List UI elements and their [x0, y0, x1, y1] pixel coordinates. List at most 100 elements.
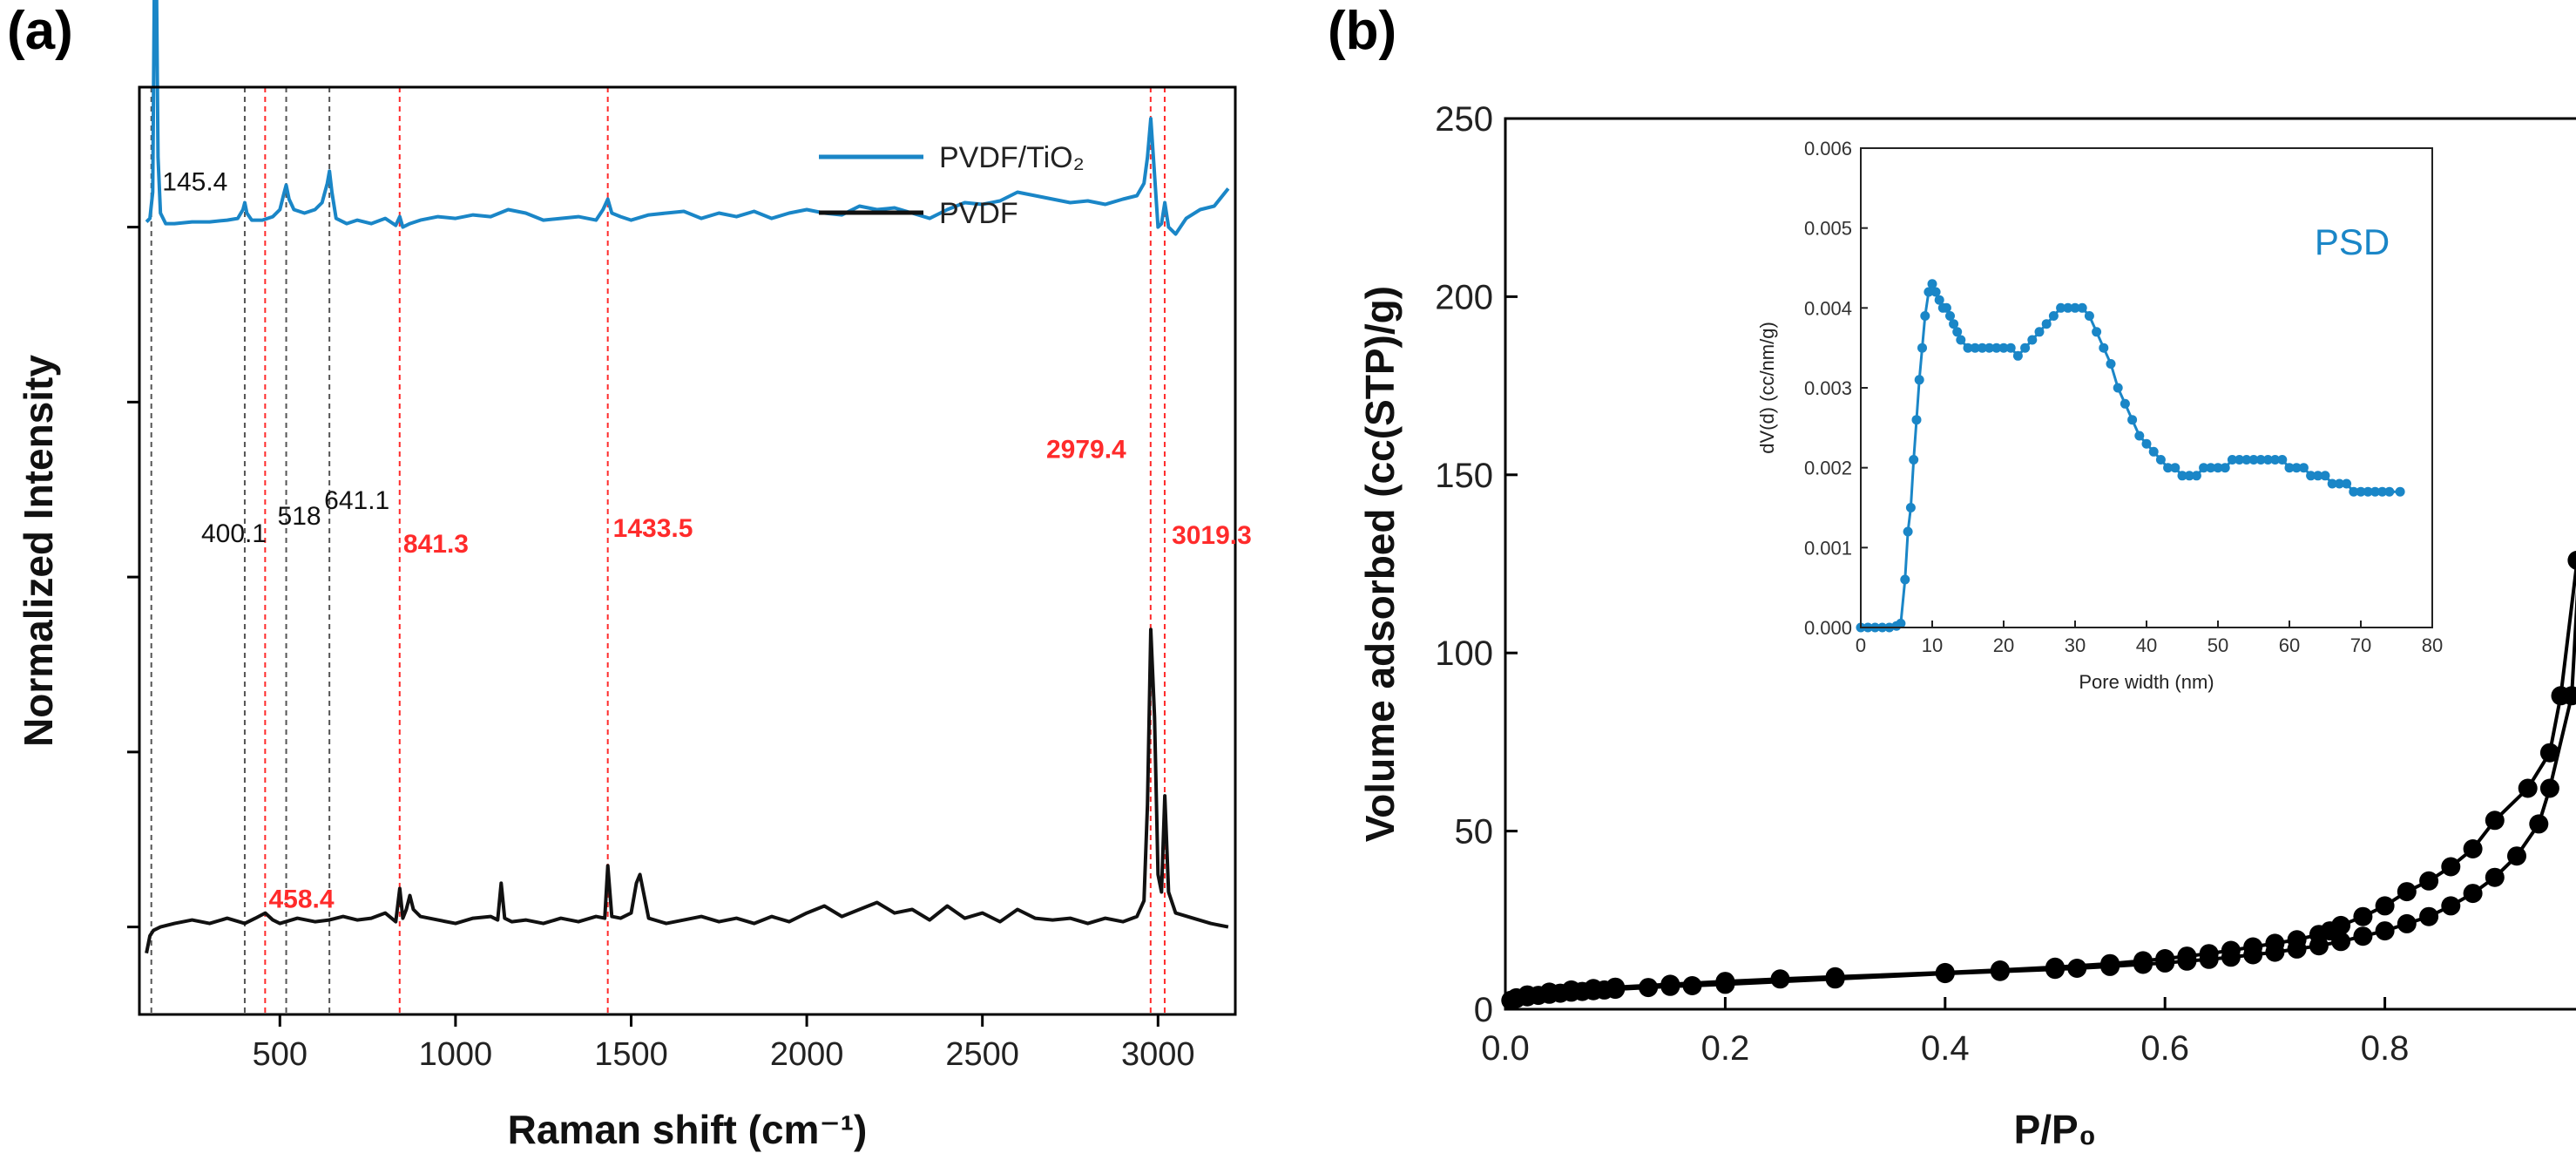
isotherm-adsorption-point — [2353, 926, 2373, 946]
psd-point — [1914, 375, 1924, 385]
isotherm-desorption-point — [1506, 987, 1526, 1007]
psd-point — [2298, 463, 2309, 473]
psd-point — [2020, 343, 2031, 353]
isotherm-desorption-point — [2155, 949, 2175, 968]
isotherm-desorption-point — [2485, 811, 2505, 831]
peak-annotation: 2979.4 — [1046, 436, 1126, 465]
psd-point — [2199, 463, 2209, 473]
isotherm-desorption-point — [1539, 982, 1559, 1002]
psd-y-tick-label: 0.000 — [1804, 617, 1852, 639]
psd-x-tick-label: 60 — [2279, 634, 2300, 656]
psd-y-tick-label: 0.004 — [1804, 297, 1852, 319]
psd-point — [2113, 383, 2123, 393]
psd-point — [1977, 343, 1987, 353]
psd-point — [1917, 343, 1927, 353]
isotherm-desorption-point — [2539, 743, 2559, 763]
psd-x-tick-label: 40 — [2136, 634, 2157, 656]
psd-point — [2248, 455, 2259, 465]
psd-point — [2184, 471, 2194, 481]
psd-point — [1945, 311, 1955, 321]
raman-x-tick-label: 500 — [253, 1036, 308, 1073]
isotherm-desorption-point — [2419, 871, 2439, 891]
psd-point — [2370, 486, 2380, 497]
psd-point — [1991, 343, 2002, 353]
psd-point — [1911, 415, 1922, 425]
psd-point — [1896, 618, 1906, 628]
isotherm-adsorption-point — [2419, 906, 2439, 926]
psd-point — [2120, 398, 2130, 409]
isotherm-desorption-point — [1584, 979, 1603, 999]
isotherm-desorption-point — [2551, 686, 2571, 706]
isotherm-y-tick-label: 50 — [1455, 813, 1494, 851]
raman-x-tick-label: 2500 — [945, 1036, 1019, 1073]
psd-point — [2141, 438, 2152, 449]
psd-point — [1952, 327, 1963, 337]
psd-point — [2213, 463, 2223, 473]
isotherm-x-axis-label: P/P₀ — [2014, 1107, 2097, 1152]
psd-point — [2005, 343, 2016, 353]
psd-y-axis-label: dV(d) (cc/nm/g) — [1756, 322, 1778, 454]
psd-point — [2034, 327, 2045, 337]
isotherm-x-tick-label: 0.6 — [2140, 1029, 2189, 1068]
raman-chart: 500 1000 1500 2000 2500 3000 145.4 400.1 518641.… — [16, 0, 1252, 1152]
peak-annotation: 518 — [278, 502, 321, 531]
isotherm-desorption-point — [2287, 930, 2307, 950]
raman-x-tick-label: 3000 — [1121, 1036, 1195, 1073]
isotherm-desorption-point — [2518, 778, 2538, 798]
psd-point — [2077, 302, 2087, 313]
raman-plot-frame — [138, 85, 1237, 1016]
peak-annotation: 458.4 — [269, 885, 335, 914]
psd-point — [2334, 478, 2344, 489]
isotherm-desorption-point — [2100, 953, 2120, 973]
isotherm-adsorption-point — [2067, 959, 2087, 978]
psd-point — [2363, 486, 2373, 497]
psd-point — [2377, 486, 2388, 497]
psd-point — [2063, 302, 2073, 313]
psd-point — [1903, 526, 1913, 537]
isotherm-x-tick-label: 0.8 — [2361, 1029, 2410, 1068]
psd-point — [1905, 503, 1916, 512]
psd-point — [1956, 335, 1966, 345]
psd-point — [2191, 471, 2201, 481]
isotherm-y-tick-label: 150 — [1435, 457, 1493, 495]
psd-point — [2235, 455, 2245, 465]
peak-annotation: 400.1 — [201, 519, 267, 548]
raman-x-tick-label: 1500 — [594, 1036, 668, 1073]
psd-point — [2127, 415, 2138, 425]
psd-point — [2342, 478, 2352, 489]
isotherm-desorption-point — [2177, 946, 2197, 967]
psd-point — [1934, 295, 1944, 305]
psd-point — [2291, 463, 2302, 473]
isotherm-adsorption-point — [2539, 778, 2559, 798]
isotherm-desorption-point — [2045, 957, 2065, 977]
isotherm-chart: 0.00.20.40.60.81.0050100150200250 P/P₀ V… — [1357, 100, 2576, 1152]
psd-title: PSD — [2315, 221, 2390, 262]
isotherm-desorption-point — [1715, 972, 1735, 992]
psd-point — [2262, 455, 2273, 465]
isotherm-y-tick-label: 250 — [1435, 100, 1493, 139]
psd-point — [2177, 471, 2187, 481]
peak-annotation: 145.4 — [162, 167, 227, 196]
isotherm-adsorption-point — [2463, 884, 2483, 904]
series-line-pvdf — [145, 627, 1229, 954]
psd-point — [2313, 471, 2323, 481]
psd-point — [2327, 478, 2337, 489]
psd-point — [2384, 486, 2395, 497]
psd-point — [2041, 319, 2052, 329]
psd-point — [2106, 359, 2116, 369]
psd-x-tick-label: 0 — [1856, 634, 1866, 656]
psd-point — [1949, 319, 1959, 329]
psd-point — [2134, 431, 2145, 441]
isotherm-x-tick-label: 0.2 — [1701, 1029, 1750, 1068]
psd-point — [2206, 463, 2216, 473]
psd-x-axis-label: Pore width (nm) — [2079, 671, 2214, 693]
psd-x-tick-label: 80 — [2422, 634, 2443, 656]
psd-x-tick-label: 70 — [2350, 634, 2371, 656]
isotherm-desorption-point — [1561, 980, 1581, 1000]
psd-point — [1927, 279, 1937, 289]
psd-point — [2163, 463, 2174, 473]
psd-point — [1963, 343, 1973, 353]
psd-point — [2048, 311, 2059, 321]
isotherm-desorption-point — [1935, 962, 1955, 982]
